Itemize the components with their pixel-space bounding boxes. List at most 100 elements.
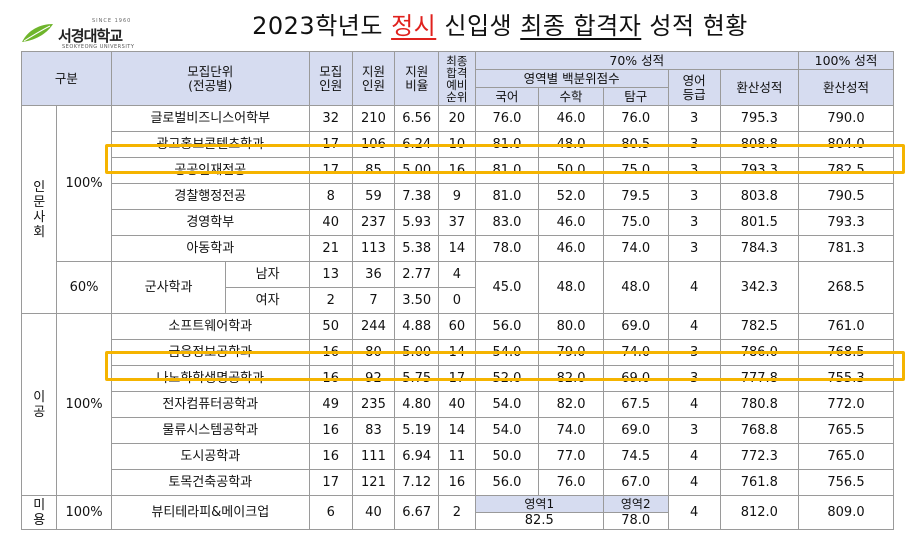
waitlist-cell: 20 <box>438 105 476 132</box>
english-cell: 4 <box>667 469 721 496</box>
waitlist-cell: 0 <box>438 287 476 314</box>
unit-name: 뷰티테라피&메이크업 <box>110 495 310 530</box>
unit-name: 경찰행정전공 <box>110 183 310 210</box>
waitlist-cell: 40 <box>438 391 476 418</box>
group-pct: 100% <box>56 105 112 262</box>
table-row: 나노화학생명공학과 16 92 5.75 17 52.0 82.0 69.0 3… <box>22 365 895 392</box>
korean-cell: 81.0 <box>474 157 540 184</box>
unit-name: 물류시스템공학과 <box>110 417 310 444</box>
table-row: 토목건축공학과 17 121 7.12 16 56.0 76.0 67.0 4 … <box>22 469 895 496</box>
unit-name: 경영학부 <box>110 209 310 236</box>
converted-100-cell: 761.0 <box>797 313 895 340</box>
english-cell: 3 <box>667 339 721 366</box>
korean-cell: 54.0 <box>474 339 540 366</box>
table-row: 경영학부 40 237 5.93 37 83.0 46.0 75.0 3 801… <box>22 209 895 236</box>
ratio-cell: 6.94 <box>394 443 440 470</box>
inquiry-cell: 75.0 <box>602 209 669 236</box>
title-highlight: 정시 <box>391 12 437 40</box>
ratio-cell: 5.19 <box>394 417 440 444</box>
unit-name: 토목건축공학과 <box>110 469 310 496</box>
applicants-cell: 80 <box>351 339 396 366</box>
quota-cell: 16 <box>308 417 353 444</box>
quota-cell: 50 <box>308 313 353 340</box>
converted-70-cell: 808.8 <box>719 131 799 158</box>
table-row: 60% 군사학과 남자 13 36 2.77 4 45.0 48.0 48.0 … <box>22 261 895 314</box>
english-cell: 3 <box>667 417 721 444</box>
header-converted-100: 환산성적 <box>797 69 895 106</box>
inquiry-cell: 69.0 <box>602 313 669 340</box>
math-cell: 77.0 <box>538 443 604 470</box>
korean-cell: 56.0 <box>474 313 540 340</box>
converted-70-cell: 795.3 <box>719 105 799 132</box>
ratio-cell: 7.12 <box>394 469 440 496</box>
applicants-cell: 92 <box>351 365 396 392</box>
applicants-cell: 36 <box>351 261 396 288</box>
group-pct: 100% <box>56 313 112 496</box>
applicants-cell: 210 <box>351 105 396 132</box>
math-cell: 80.0 <box>538 313 604 340</box>
inquiry-cell: 67.5 <box>602 391 669 418</box>
unit-name: 글로벌비즈니스어학부 <box>110 105 310 132</box>
unit-name: 공공인재전공 <box>110 157 310 184</box>
converted-100-cell: 756.5 <box>797 469 895 496</box>
inquiry-cell: 48.0 <box>602 261 669 314</box>
korean-cell: 54.0 <box>474 391 540 418</box>
header-row-1: 구분 모집단위 (전공별) 모집 인원 지원 인원 지원 비율 최종 합격 예비… <box>21 51 895 106</box>
ratio-cell: 5.75 <box>394 365 440 392</box>
waitlist-cell: 9 <box>438 183 476 210</box>
header-percentile: 영역별 백분위점수 <box>474 69 669 88</box>
logo-since: SINCE 1960 <box>92 18 132 24</box>
math-cell: 46.0 <box>538 105 604 132</box>
applicants-cell: 237 <box>351 209 396 236</box>
waitlist-cell: 4 <box>438 261 476 288</box>
converted-100-cell: 790.0 <box>797 105 895 132</box>
math-cell: 48.0 <box>538 131 604 158</box>
header-inquiry: 탐구 <box>602 87 669 106</box>
table-row: 아동학과 21 113 5.38 14 78.0 46.0 74.0 3 784… <box>22 235 895 262</box>
waitlist-cell: 14 <box>438 235 476 262</box>
ratio-cell: 7.38 <box>394 183 440 210</box>
korean-cell: 81.0 <box>474 183 540 210</box>
inquiry-cell: 75.0 <box>602 157 669 184</box>
english-cell: 3 <box>667 235 721 262</box>
military-dept: 군사학과 <box>110 261 227 314</box>
english-cell: 3 <box>667 131 721 158</box>
math-cell: 50.0 <box>538 157 604 184</box>
gender-male: 남자 <box>225 261 310 288</box>
quota-cell: 2 <box>308 287 353 314</box>
quota-cell: 40 <box>308 209 353 236</box>
table-row: 공공인재전공 17 85 5.00 16 81.0 50.0 75.0 3 79… <box>22 157 895 184</box>
table-row: 광고홍보콘텐츠학과 17 106 6.24 10 81.0 48.0 80.5 … <box>22 131 895 158</box>
converted-100-cell: 765.0 <box>797 443 895 470</box>
area1-value: 82.5 <box>474 512 604 530</box>
english-cell: 4 <box>667 313 721 340</box>
ratio-cell: 5.93 <box>394 209 440 236</box>
applicants-cell: 85 <box>351 157 396 184</box>
ratio-cell: 5.00 <box>394 157 440 184</box>
inquiry-cell: 69.0 <box>602 417 669 444</box>
table-row: 도시공학과 16 111 6.94 11 50.0 77.0 74.5 4 77… <box>22 443 895 470</box>
quota-cell: 21 <box>308 235 353 262</box>
waitlist-cell: 10 <box>438 131 476 158</box>
table-row: 금융정보공학과 16 80 5.00 14 54.0 79.0 74.0 3 7… <box>22 339 895 366</box>
converted-70-cell: 772.3 <box>719 443 799 470</box>
quota-cell: 32 <box>308 105 353 132</box>
english-cell: 4 <box>667 443 721 470</box>
korean-cell: 50.0 <box>474 443 540 470</box>
korean-cell: 52.0 <box>474 365 540 392</box>
converted-70-cell: 801.5 <box>719 209 799 236</box>
converted-100-cell: 782.5 <box>797 157 895 184</box>
table-row: 경찰행정전공 8 59 7.38 9 81.0 52.0 79.5 3 803.… <box>22 183 895 210</box>
math-cell: 48.0 <box>538 261 604 314</box>
applicants-cell: 113 <box>351 235 396 262</box>
applicants-cell: 235 <box>351 391 396 418</box>
quota-cell: 17 <box>308 469 353 496</box>
math-cell: 46.0 <box>538 235 604 262</box>
group-pct: 60% <box>56 261 112 314</box>
math-cell: 74.0 <box>538 417 604 444</box>
inquiry-cell: 74.0 <box>602 235 669 262</box>
